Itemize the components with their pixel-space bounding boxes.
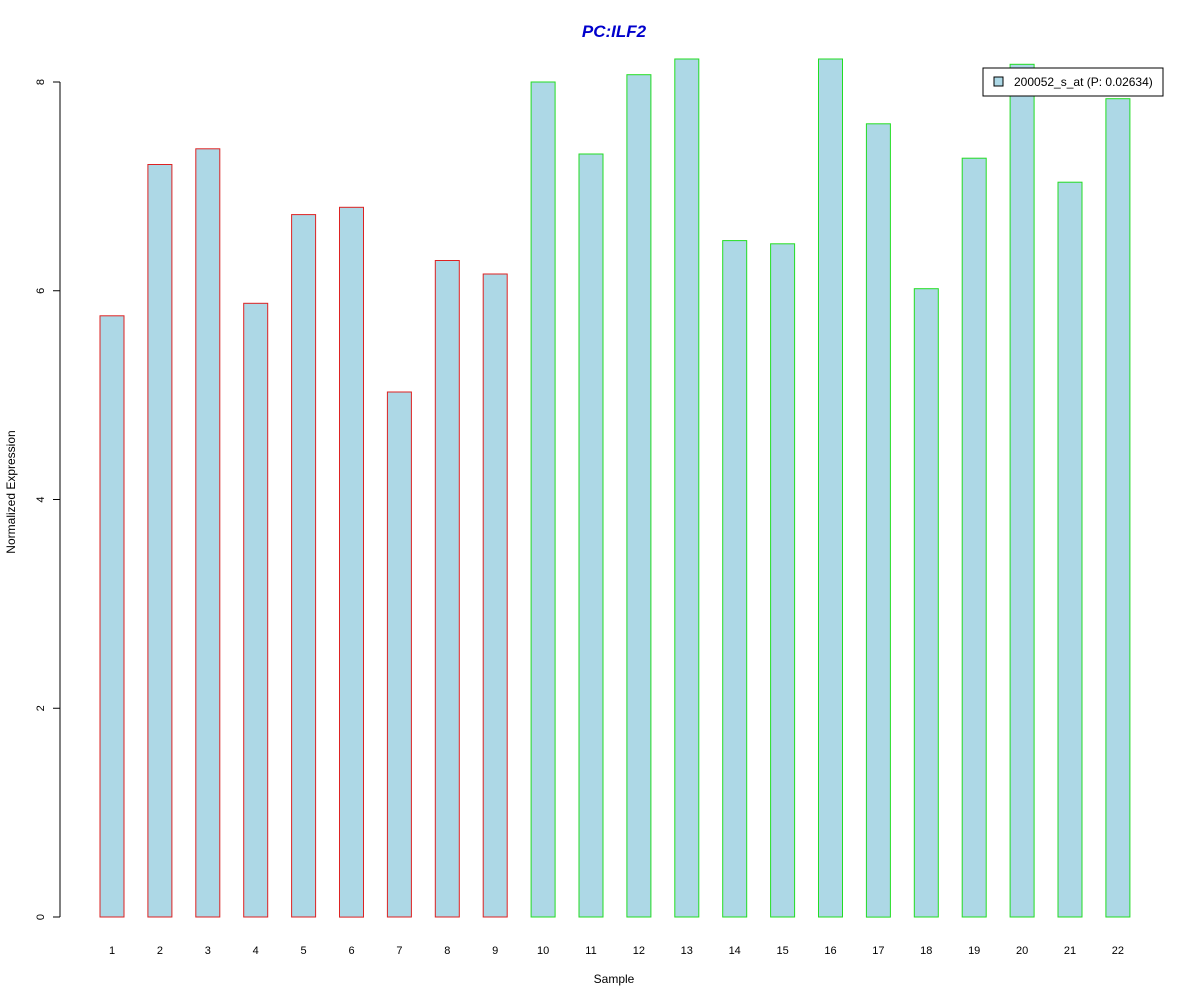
x-tick-label: 15: [776, 945, 788, 957]
x-tick-label: 4: [253, 945, 259, 957]
x-tick-label: 17: [872, 945, 884, 957]
y-tick-label: 2: [35, 705, 47, 711]
x-tick-label: 1: [109, 945, 115, 957]
x-tick-label: 19: [968, 945, 980, 957]
bar-sample-1: [99, 315, 125, 918]
bar-sample-11: [578, 153, 604, 918]
y-axis-label: Normalized Expression: [4, 430, 18, 553]
x-tick-label: 3: [205, 945, 211, 957]
x-tick-label: 6: [348, 945, 354, 957]
legend-entry-label: 200052_s_at (P: 0.02634): [1014, 75, 1153, 89]
x-tick-label: 9: [492, 945, 498, 957]
legend-swatch: [993, 76, 1004, 87]
bar-sample-2: [147, 164, 173, 918]
bar-sample-22: [1105, 98, 1131, 918]
bar-sample-10: [530, 81, 556, 918]
x-tick-label: 12: [633, 945, 645, 957]
bar-sample-8: [434, 260, 460, 918]
x-tick-label: 21: [1064, 945, 1076, 957]
chart-title: PC:ILF2: [582, 22, 647, 41]
y-tick-label: 0: [35, 914, 47, 920]
y-tick-label: 6: [35, 288, 47, 294]
bar-sample-19: [961, 157, 987, 918]
bar-sample-4: [243, 302, 269, 918]
x-tick-label: 14: [729, 945, 741, 957]
bars-group: [99, 58, 1131, 918]
bar-sample-18: [913, 288, 939, 918]
bar-sample-17: [865, 123, 891, 918]
x-tick-label: 16: [824, 945, 836, 957]
x-tick-label: 5: [301, 945, 307, 957]
bar-sample-16: [818, 58, 843, 918]
y-axis: 0 2 4 6 8: [35, 79, 61, 920]
x-tick-label: 20: [1016, 945, 1028, 957]
bar-sample-20: [1009, 63, 1035, 918]
y-tick-label: 8: [35, 79, 47, 85]
bar-sample-6: [339, 206, 364, 918]
bar-sample-21: [1057, 181, 1083, 918]
x-tick-label: 2: [157, 945, 163, 957]
x-tick-labels: 1 2 3 4 5 6 7 8 9 10 11 12 13 14 15 16 17 18 19 20 21 22: [109, 945, 1124, 957]
bar-sample-13: [674, 58, 700, 918]
bar-sample-3: [195, 148, 221, 918]
bar-sample-9: [482, 273, 508, 918]
bar-sample-12: [626, 74, 652, 918]
y-tick-label: 4: [35, 496, 47, 502]
bar-sample-5: [291, 214, 317, 918]
bar-sample-7: [386, 391, 412, 918]
x-tick-label: 22: [1112, 945, 1124, 957]
x-tick-label: 18: [920, 945, 932, 957]
x-tick-label: 11: [585, 945, 596, 957]
legend: 200052_s_at (P: 0.02634): [982, 67, 1164, 97]
x-tick-label: 10: [537, 945, 549, 957]
x-tick-label: 7: [396, 945, 402, 957]
legend-box: [982, 67, 1164, 97]
x-tick-label: 13: [681, 945, 693, 957]
bar-sample-15: [770, 243, 796, 918]
bar-sample-14: [722, 240, 748, 918]
x-axis-label: Sample: [594, 972, 635, 986]
x-tick-label: 8: [444, 945, 450, 957]
